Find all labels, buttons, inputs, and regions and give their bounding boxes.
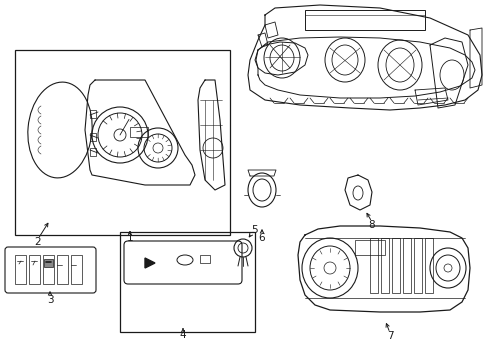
Bar — [120, 232, 254, 332]
Text: 6: 6 — [258, 233, 265, 243]
Text: 1: 1 — [126, 233, 133, 243]
Text: 4: 4 — [179, 330, 186, 340]
Text: 2: 2 — [35, 237, 41, 247]
Bar — [369, 238, 377, 293]
Bar — [43, 255, 54, 284]
Bar — [44, 259, 53, 267]
Bar — [29, 255, 40, 284]
Polygon shape — [145, 258, 155, 268]
Bar — [130, 127, 148, 137]
Bar — [413, 238, 421, 293]
Text: 3: 3 — [46, 295, 53, 305]
Bar — [402, 238, 410, 293]
Bar — [15, 255, 26, 284]
Bar — [90, 133, 96, 141]
Bar — [305, 10, 424, 30]
Bar — [354, 240, 384, 255]
Bar — [90, 148, 96, 156]
Bar — [391, 238, 399, 293]
Text: 5: 5 — [251, 225, 258, 235]
Bar — [380, 238, 388, 293]
Bar — [90, 110, 96, 118]
Text: 7: 7 — [386, 331, 392, 341]
Bar — [200, 255, 209, 263]
Bar — [57, 255, 68, 284]
Bar — [424, 238, 432, 293]
Text: 8: 8 — [368, 220, 375, 230]
Bar — [15, 50, 229, 235]
Bar — [71, 255, 82, 284]
